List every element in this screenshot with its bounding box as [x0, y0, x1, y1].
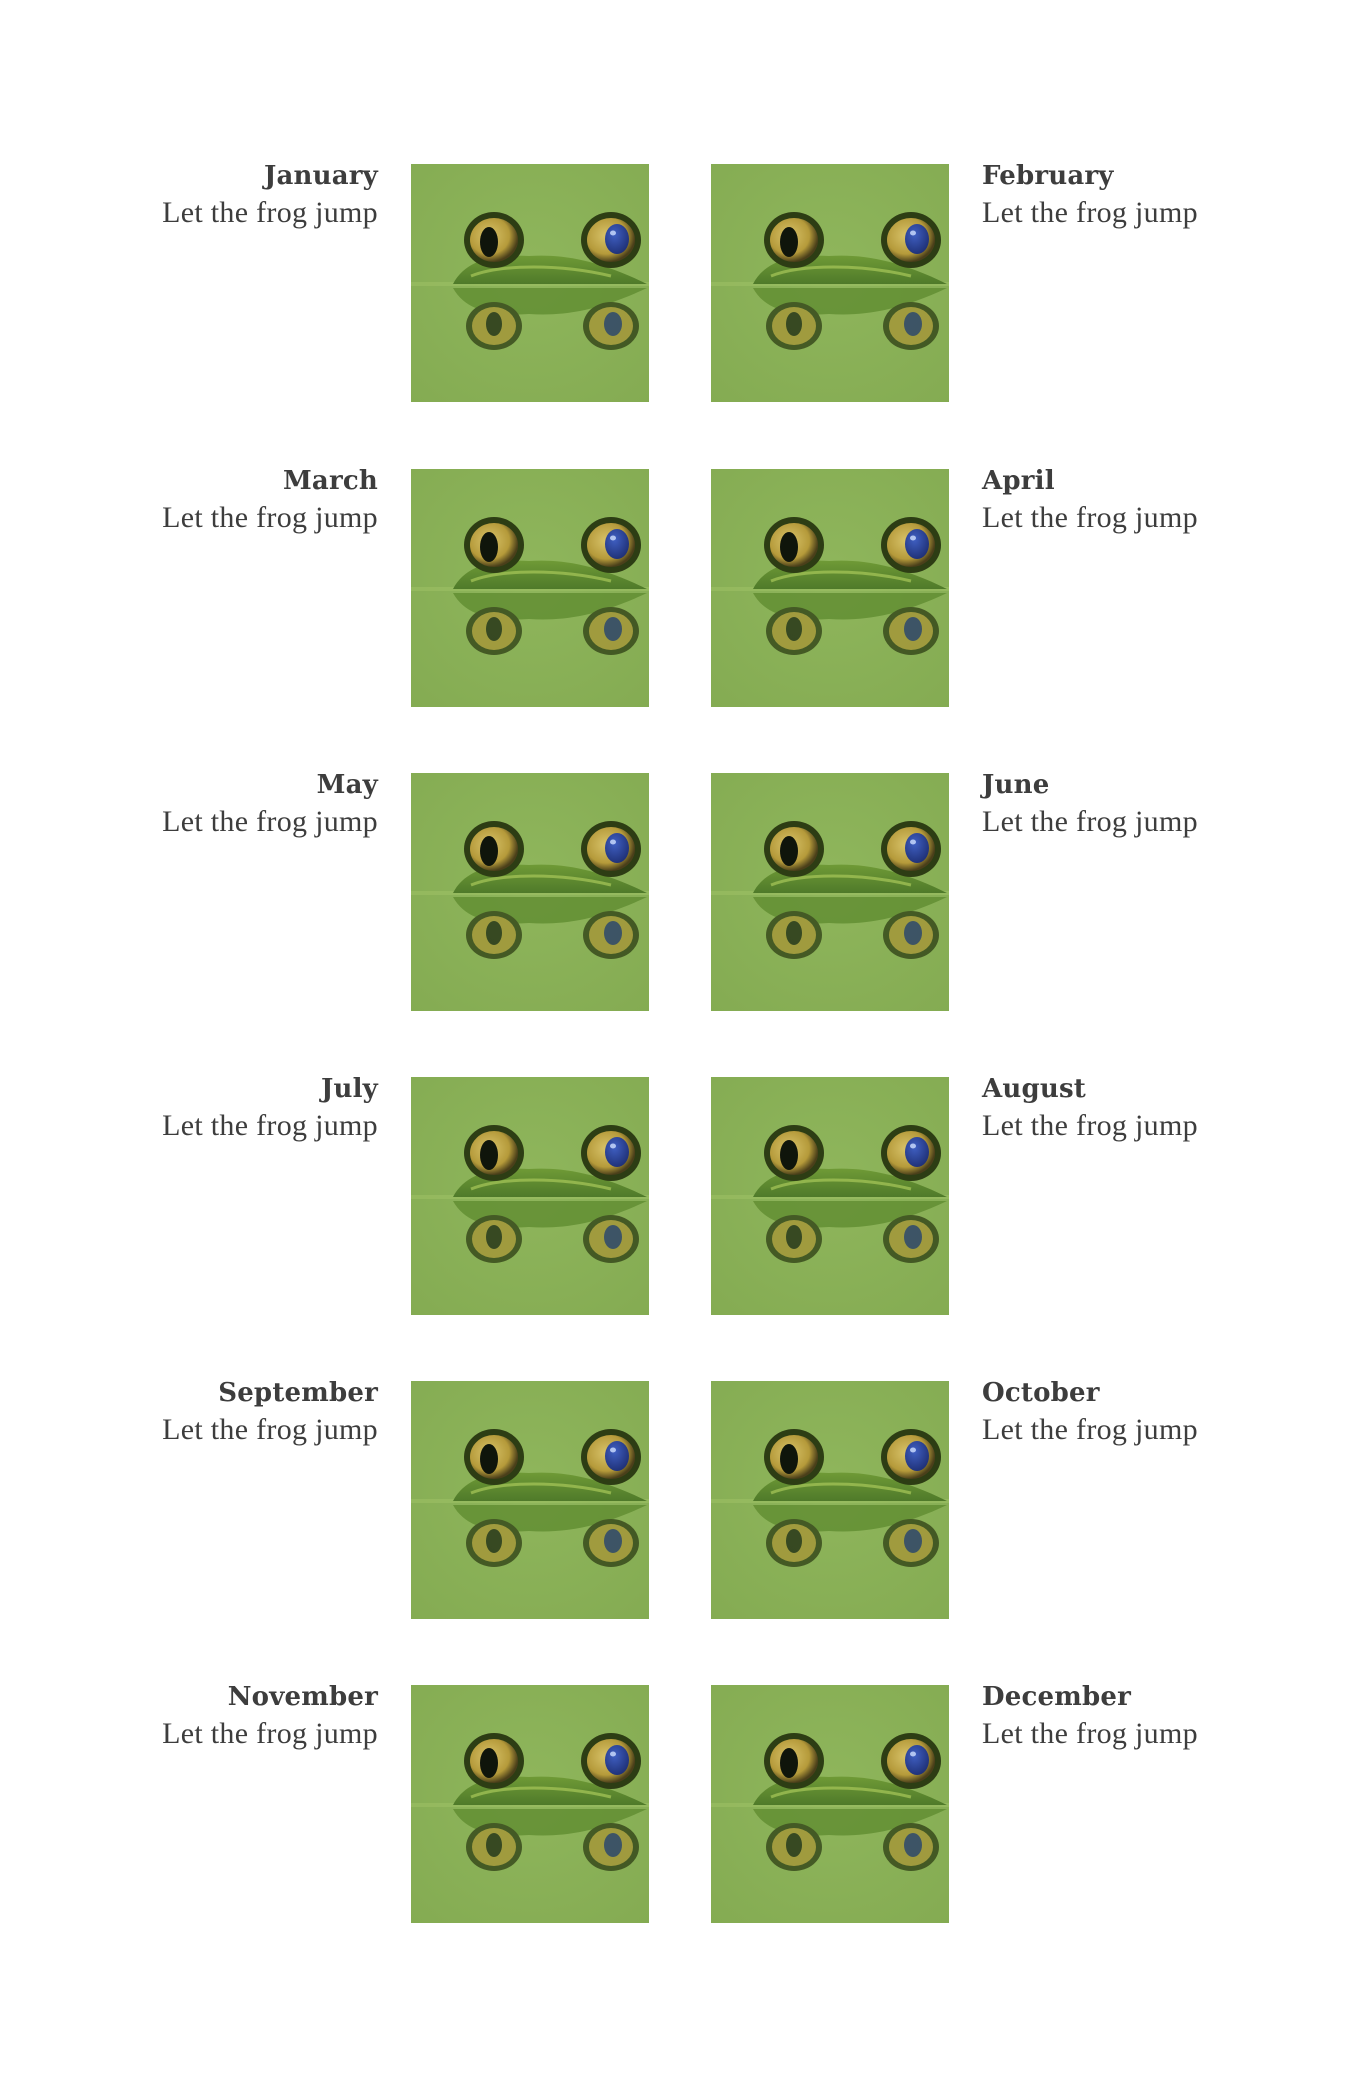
frog-photo: [711, 773, 949, 1011]
tagline-text: Let the frog jump: [162, 501, 378, 534]
month-label: November: [227, 1682, 378, 1712]
frog-photo: [411, 164, 649, 402]
entry-july: July Let the frog jump: [0, 1074, 675, 1317]
month-label: October: [982, 1378, 1100, 1408]
tagline-text: Let the frog jump: [162, 805, 378, 838]
frog-image: [711, 469, 949, 707]
frog-image: [411, 1685, 649, 1923]
frog-photo: [411, 773, 649, 1011]
tagline-text: Let the frog jump: [162, 1717, 378, 1750]
tagline-text: Let the frog jump: [162, 1413, 378, 1446]
frog-image: [711, 773, 949, 1011]
frog-image: [411, 1077, 649, 1315]
month-label: September: [218, 1378, 378, 1408]
caption-block: December Let the frog jump: [982, 1682, 1262, 1753]
frog-image: [711, 1077, 949, 1315]
caption-block: May Let the frog jump: [98, 770, 378, 841]
frog-image: [711, 1685, 949, 1923]
month-label: January: [263, 161, 378, 191]
caption-block: November Let the frog jump: [98, 1682, 378, 1753]
tagline-text: Let the frog jump: [982, 1413, 1198, 1446]
month-label: June: [982, 770, 1050, 800]
frog-photo: [411, 1685, 649, 1923]
frog-image: [411, 1381, 649, 1619]
frog-photo: [711, 1077, 949, 1315]
caption-block: March Let the frog jump: [98, 466, 378, 537]
tagline-text: Let the frog jump: [162, 1109, 378, 1142]
tagline-text: Let the frog jump: [982, 1109, 1198, 1142]
entry-september: September Let the frog jump: [0, 1378, 675, 1621]
tagline-text: Let the frog jump: [982, 196, 1198, 229]
caption-block: October Let the frog jump: [982, 1378, 1262, 1449]
month-label: April: [982, 466, 1055, 496]
entry-october: October Let the frog jump: [675, 1378, 1350, 1621]
caption-block: July Let the frog jump: [98, 1074, 378, 1145]
tagline-text: Let the frog jump: [982, 805, 1198, 838]
entry-november: November Let the frog jump: [0, 1682, 675, 1925]
frog-image: [711, 1381, 949, 1619]
entry-december: December Let the frog jump: [675, 1682, 1350, 1925]
month-label: March: [282, 466, 378, 496]
entry-january: January Let the frog jump: [0, 161, 675, 404]
caption-block: February Let the frog jump: [982, 161, 1262, 232]
entry-august: August Let the frog jump: [675, 1074, 1350, 1317]
caption-block: April Let the frog jump: [982, 466, 1262, 537]
month-label: May: [316, 770, 378, 800]
month-label: July: [321, 1074, 378, 1104]
frog-photo: [411, 1077, 649, 1315]
month-label: February: [982, 161, 1114, 191]
entry-may: May Let the frog jump: [0, 770, 675, 1013]
tagline-text: Let the frog jump: [982, 1717, 1198, 1750]
frog-photo: [411, 1381, 649, 1619]
frog-image: [411, 164, 649, 402]
frog-photo: [711, 1685, 949, 1923]
frog-image: [411, 773, 649, 1011]
entry-june: June Let the frog jump: [675, 770, 1350, 1013]
frog-image: [411, 469, 649, 707]
frog-photo: [711, 469, 949, 707]
frog-photo: [711, 1381, 949, 1619]
month-label: August: [982, 1074, 1087, 1104]
entry-april: April Let the frog jump: [675, 466, 1350, 709]
caption-block: August Let the frog jump: [982, 1074, 1262, 1145]
frog-photo: [411, 469, 649, 707]
caption-block: June Let the frog jump: [982, 770, 1262, 841]
tagline-text: Let the frog jump: [982, 501, 1198, 534]
frog-photo: [711, 164, 949, 402]
entry-march: March Let the frog jump: [0, 466, 675, 709]
caption-block: September Let the frog jump: [98, 1378, 378, 1449]
entry-february: February Let the frog jump: [675, 161, 1350, 404]
caption-block: January Let the frog jump: [98, 161, 378, 232]
frog-image: [711, 164, 949, 402]
tagline-text: Let the frog jump: [162, 196, 378, 229]
month-label: December: [982, 1682, 1131, 1712]
